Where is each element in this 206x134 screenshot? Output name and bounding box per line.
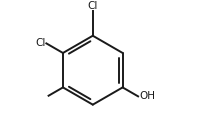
Text: OH: OH	[139, 91, 155, 101]
Text: Cl: Cl	[35, 38, 46, 48]
Text: Cl: Cl	[88, 1, 98, 11]
